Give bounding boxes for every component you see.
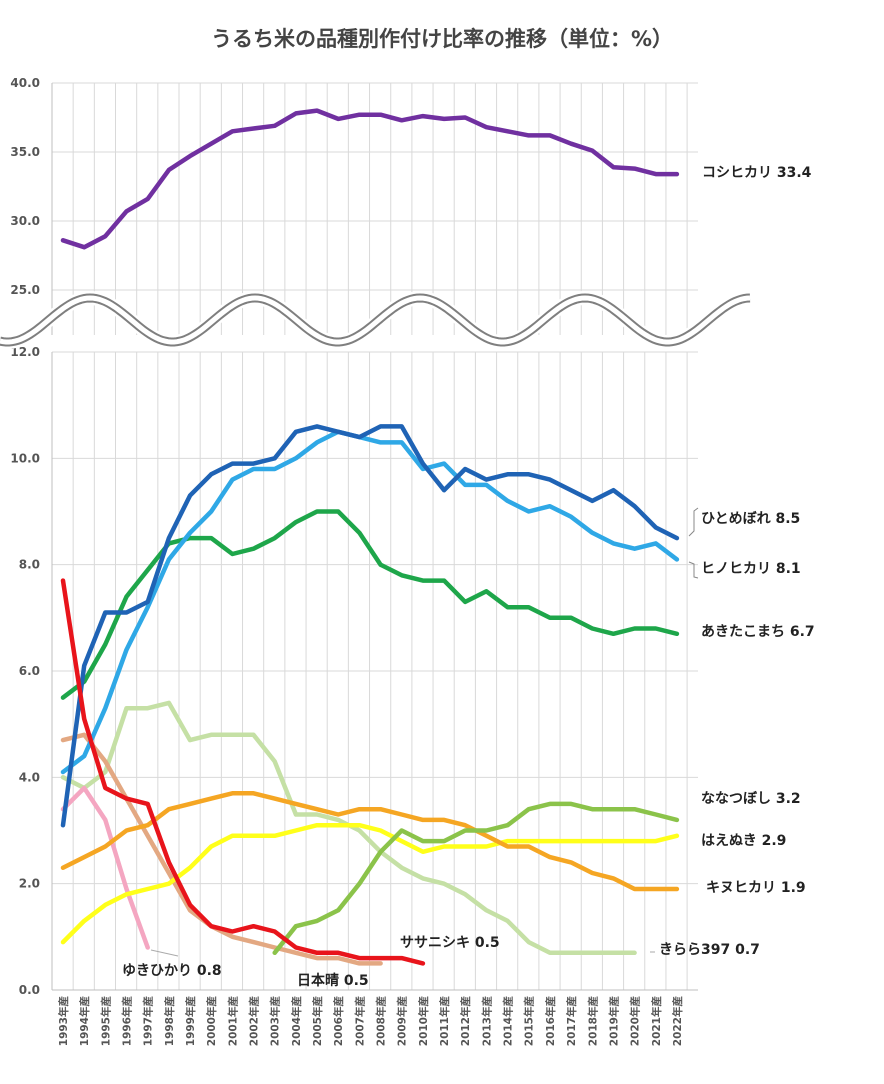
y-tick-label: 12.0 — [10, 345, 40, 359]
x-tick-label: 2015年産 — [523, 996, 536, 1046]
leader-line — [150, 949, 179, 957]
x-tick-label: 2021年産 — [650, 996, 663, 1046]
series-label-4: ななつぼし 3.2 — [701, 791, 801, 807]
x-tick-label: 2016年産 — [544, 996, 557, 1046]
x-tick-label: 2007年産 — [353, 996, 366, 1046]
x-tick-label: 2008年産 — [375, 996, 388, 1046]
series-line-0 — [60, 424, 680, 828]
x-tick-label: 2010年産 — [417, 996, 430, 1046]
series-label-8: 日本晴 0.5 — [297, 972, 369, 989]
x-tick-label: 2002年産 — [248, 996, 261, 1046]
x-tick-label: 1998年産 — [163, 996, 176, 1046]
x-tick-label: 2005年産 — [311, 996, 324, 1046]
series-line-1 — [60, 429, 680, 775]
series-line-upper-0 — [60, 108, 680, 250]
x-tick-label: 2014年産 — [502, 996, 515, 1046]
leader-line — [688, 507, 699, 537]
series-label-6: キヌヒカリ 1.9 — [706, 880, 806, 896]
series-line-8 — [60, 785, 150, 950]
x-tick-label: 2004年産 — [290, 996, 303, 1046]
series-label-3: あきたこまち 6.7 — [701, 624, 815, 640]
x-tick-label: 1995年産 — [99, 996, 112, 1046]
series-label-10: ササニシキ 0.5 — [400, 935, 500, 951]
x-tick-label: 2001年産 — [226, 996, 239, 1046]
series-label-9: ゆきひかり 0.8 — [122, 963, 222, 979]
x-tick-label: 2009年産 — [396, 996, 409, 1046]
series-label-5: はえぬき 2.9 — [701, 833, 786, 849]
series-line-4 — [60, 822, 680, 945]
x-tick-label: 2017年産 — [565, 996, 578, 1046]
series-line-3 — [272, 801, 680, 956]
y-tick-label: 2.0 — [19, 877, 40, 891]
y-tick-label: 25.0 — [10, 283, 40, 297]
y-tick-label: 8.0 — [19, 558, 40, 572]
x-tick-label: 2000年産 — [205, 996, 218, 1046]
x-tick-label: 1996年産 — [121, 996, 134, 1046]
y-tick-label: 0.0 — [19, 983, 40, 997]
x-tick-label: 2011年産 — [438, 996, 451, 1046]
series-label-1: ひとめぼれ 8.5 — [701, 511, 800, 527]
y-tick-label: 4.0 — [19, 770, 40, 784]
x-tick-label: 1994年産 — [78, 996, 91, 1046]
x-tick-label: 2019年産 — [607, 996, 620, 1046]
series-line-7 — [60, 732, 383, 966]
y-tick-label: 10.0 — [10, 451, 40, 465]
series-line-9 — [60, 578, 426, 966]
x-tick-label: 1999年産 — [184, 996, 197, 1046]
x-tick-label: 2012年産 — [459, 996, 472, 1046]
y-tick-label: 30.0 — [10, 214, 40, 228]
x-tick-label: 2022年産 — [671, 996, 684, 1046]
x-tick-label: 2006年産 — [332, 996, 345, 1046]
series-line-5 — [60, 791, 680, 892]
x-tick-label: 1993年産 — [57, 996, 70, 1046]
leader-line — [688, 561, 699, 579]
series-label-7: きらら397 0.7 — [659, 942, 760, 958]
x-tick-label: 1997年産 — [142, 996, 155, 1046]
x-tick-label: 2003年産 — [269, 996, 282, 1046]
y-tick-label: 6.0 — [19, 664, 40, 678]
x-tick-label: 2020年産 — [629, 996, 642, 1046]
series-label-0: コシヒカリ 33.4 — [702, 165, 812, 181]
x-tick-label: 2013年産 — [480, 996, 493, 1046]
axis-break-gap — [0, 295, 751, 345]
y-tick-label: 35.0 — [10, 145, 40, 159]
y-tick-label: 40.0 — [10, 76, 40, 90]
x-tick-label: 2018年産 — [586, 996, 599, 1046]
series-label-2: ヒノヒカリ 8.1 — [701, 561, 801, 577]
chart-title: うるち米の品種別作付け比率の推移（単位：%） — [211, 27, 673, 51]
